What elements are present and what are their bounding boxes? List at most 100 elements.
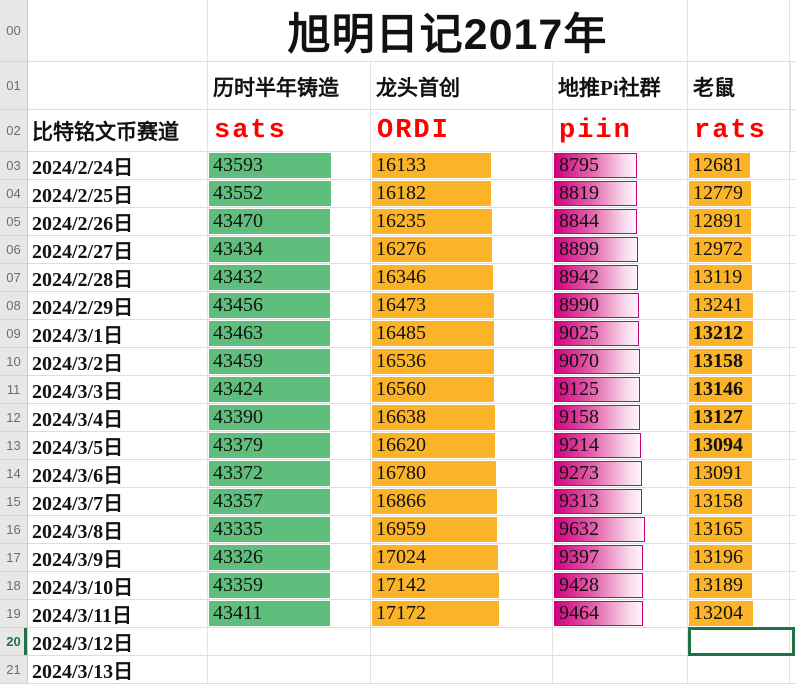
- ORDI-value-cell[interactable]: 16182: [371, 180, 553, 208]
- piin-value-cell[interactable]: [553, 628, 688, 656]
- date-cell[interactable]: 2024/3/12日: [28, 628, 208, 656]
- date-cell[interactable]: 2024/3/5日: [28, 432, 208, 460]
- selected-cell[interactable]: [688, 627, 795, 656]
- row-header-06[interactable]: 06: [0, 236, 28, 264]
- rats-value-cell[interactable]: 12681: [688, 152, 790, 180]
- date-cell[interactable]: 2024/3/10日: [28, 572, 208, 600]
- row-header-17[interactable]: 17: [0, 544, 28, 572]
- sats-value-cell[interactable]: 43552: [208, 180, 371, 208]
- date-cell[interactable]: 2024/3/4日: [28, 404, 208, 432]
- piin-value-cell[interactable]: 8844: [553, 208, 688, 236]
- row-header-03[interactable]: 03: [0, 152, 28, 180]
- piin-value-cell[interactable]: 9397: [553, 544, 688, 572]
- piin-value-cell[interactable]: 9428: [553, 572, 688, 600]
- cell-e00[interactable]: [688, 0, 790, 62]
- sats-value-cell[interactable]: [208, 656, 371, 684]
- sats-value-cell[interactable]: 43463: [208, 320, 371, 348]
- row-header-04[interactable]: 04: [0, 180, 28, 208]
- row-header-02[interactable]: 02: [0, 110, 28, 152]
- rats-value-cell[interactable]: 13165: [688, 516, 790, 544]
- ORDI-value-cell[interactable]: [371, 656, 553, 684]
- header-ordi-desc[interactable]: 龙头首创: [371, 62, 553, 110]
- ORDI-value-cell[interactable]: 16485: [371, 320, 553, 348]
- date-cell[interactable]: 2024/3/7日: [28, 488, 208, 516]
- sats-value-cell[interactable]: 43459: [208, 348, 371, 376]
- sats-value-cell[interactable]: 43593: [208, 152, 371, 180]
- rats-value-cell[interactable]: 13204: [688, 600, 790, 628]
- ORDI-value-cell[interactable]: 17142: [371, 572, 553, 600]
- ORDI-value-cell[interactable]: 16346: [371, 264, 553, 292]
- rats-value-cell[interactable]: 13094: [688, 432, 790, 460]
- date-cell[interactable]: 2024/2/24日: [28, 152, 208, 180]
- sats-value-cell[interactable]: 43335: [208, 516, 371, 544]
- date-cell[interactable]: 2024/3/6日: [28, 460, 208, 488]
- track-label[interactable]: 比特铭文币赛道: [28, 110, 208, 152]
- ORDI-value-cell[interactable]: [371, 628, 553, 656]
- header-piin-desc[interactable]: 地推Pi社群: [553, 62, 688, 110]
- rats-value-cell[interactable]: 13196: [688, 544, 790, 572]
- piin-value-cell[interactable]: [553, 656, 688, 684]
- header-rats-desc[interactable]: 老鼠: [688, 62, 790, 110]
- piin-value-cell[interactable]: 8990: [553, 292, 688, 320]
- sats-value-cell[interactable]: 43456: [208, 292, 371, 320]
- row-header-05[interactable]: 05: [0, 208, 28, 236]
- date-cell[interactable]: 2024/2/26日: [28, 208, 208, 236]
- sats-value-cell[interactable]: 43470: [208, 208, 371, 236]
- piin-value-cell[interactable]: 9025: [553, 320, 688, 348]
- row-header-15[interactable]: 15: [0, 488, 28, 516]
- ORDI-value-cell[interactable]: 16620: [371, 432, 553, 460]
- cell-a00[interactable]: [28, 0, 208, 62]
- date-cell[interactable]: 2024/3/2日: [28, 348, 208, 376]
- piin-value-cell[interactable]: 8819: [553, 180, 688, 208]
- ticker-ordi[interactable]: ORDI: [371, 110, 553, 152]
- piin-value-cell[interactable]: 9273: [553, 460, 688, 488]
- ticker-rats[interactable]: rats: [688, 110, 790, 152]
- piin-value-cell[interactable]: 9214: [553, 432, 688, 460]
- row-header-09[interactable]: 09: [0, 320, 28, 348]
- sats-value-cell[interactable]: 43411: [208, 600, 371, 628]
- date-cell[interactable]: 2024/3/13日: [28, 656, 208, 684]
- row-header-07[interactable]: 07: [0, 264, 28, 292]
- date-cell[interactable]: 2024/3/3日: [28, 376, 208, 404]
- sats-value-cell[interactable]: 43379: [208, 432, 371, 460]
- piin-value-cell[interactable]: 8795: [553, 152, 688, 180]
- ORDI-value-cell[interactable]: 16235: [371, 208, 553, 236]
- row-header-16[interactable]: 16: [0, 516, 28, 544]
- ORDI-value-cell[interactable]: 16276: [371, 236, 553, 264]
- date-cell[interactable]: 2024/2/29日: [28, 292, 208, 320]
- row-header-14[interactable]: 14: [0, 460, 28, 488]
- rats-value-cell[interactable]: 13119: [688, 264, 790, 292]
- piin-value-cell[interactable]: 9070: [553, 348, 688, 376]
- rats-value-cell[interactable]: 13212: [688, 320, 790, 348]
- date-cell[interactable]: 2024/3/9日: [28, 544, 208, 572]
- ORDI-value-cell[interactable]: 16780: [371, 460, 553, 488]
- ORDI-value-cell[interactable]: 16638: [371, 404, 553, 432]
- rats-value-cell[interactable]: 13146: [688, 376, 790, 404]
- rats-value-cell[interactable]: 13091: [688, 460, 790, 488]
- sats-value-cell[interactable]: 43390: [208, 404, 371, 432]
- ticker-sats[interactable]: sats: [208, 110, 371, 152]
- ticker-piin[interactable]: piin: [553, 110, 688, 152]
- ORDI-value-cell[interactable]: 16536: [371, 348, 553, 376]
- piin-value-cell[interactable]: 9632: [553, 516, 688, 544]
- row-header-10[interactable]: 10: [0, 348, 28, 376]
- row-header-11[interactable]: 11: [0, 376, 28, 404]
- date-cell[interactable]: 2024/2/27日: [28, 236, 208, 264]
- row-header-20[interactable]: 20: [0, 628, 28, 656]
- header-sats-desc[interactable]: 历时半年铸造: [208, 62, 371, 110]
- date-cell[interactable]: 2024/2/28日: [28, 264, 208, 292]
- ORDI-value-cell[interactable]: 17172: [371, 600, 553, 628]
- sats-value-cell[interactable]: 43424: [208, 376, 371, 404]
- date-cell[interactable]: 2024/3/1日: [28, 320, 208, 348]
- date-cell[interactable]: 2024/3/8日: [28, 516, 208, 544]
- date-cell[interactable]: 2024/2/25日: [28, 180, 208, 208]
- ORDI-value-cell[interactable]: 16959: [371, 516, 553, 544]
- rats-value-cell[interactable]: 13241: [688, 292, 790, 320]
- sats-value-cell[interactable]: 43372: [208, 460, 371, 488]
- piin-value-cell[interactable]: 8942: [553, 264, 688, 292]
- sats-value-cell[interactable]: 43357: [208, 488, 371, 516]
- date-cell[interactable]: 2024/3/11日: [28, 600, 208, 628]
- piin-value-cell[interactable]: 8899: [553, 236, 688, 264]
- ORDI-value-cell[interactable]: 16473: [371, 292, 553, 320]
- ORDI-value-cell[interactable]: 17024: [371, 544, 553, 572]
